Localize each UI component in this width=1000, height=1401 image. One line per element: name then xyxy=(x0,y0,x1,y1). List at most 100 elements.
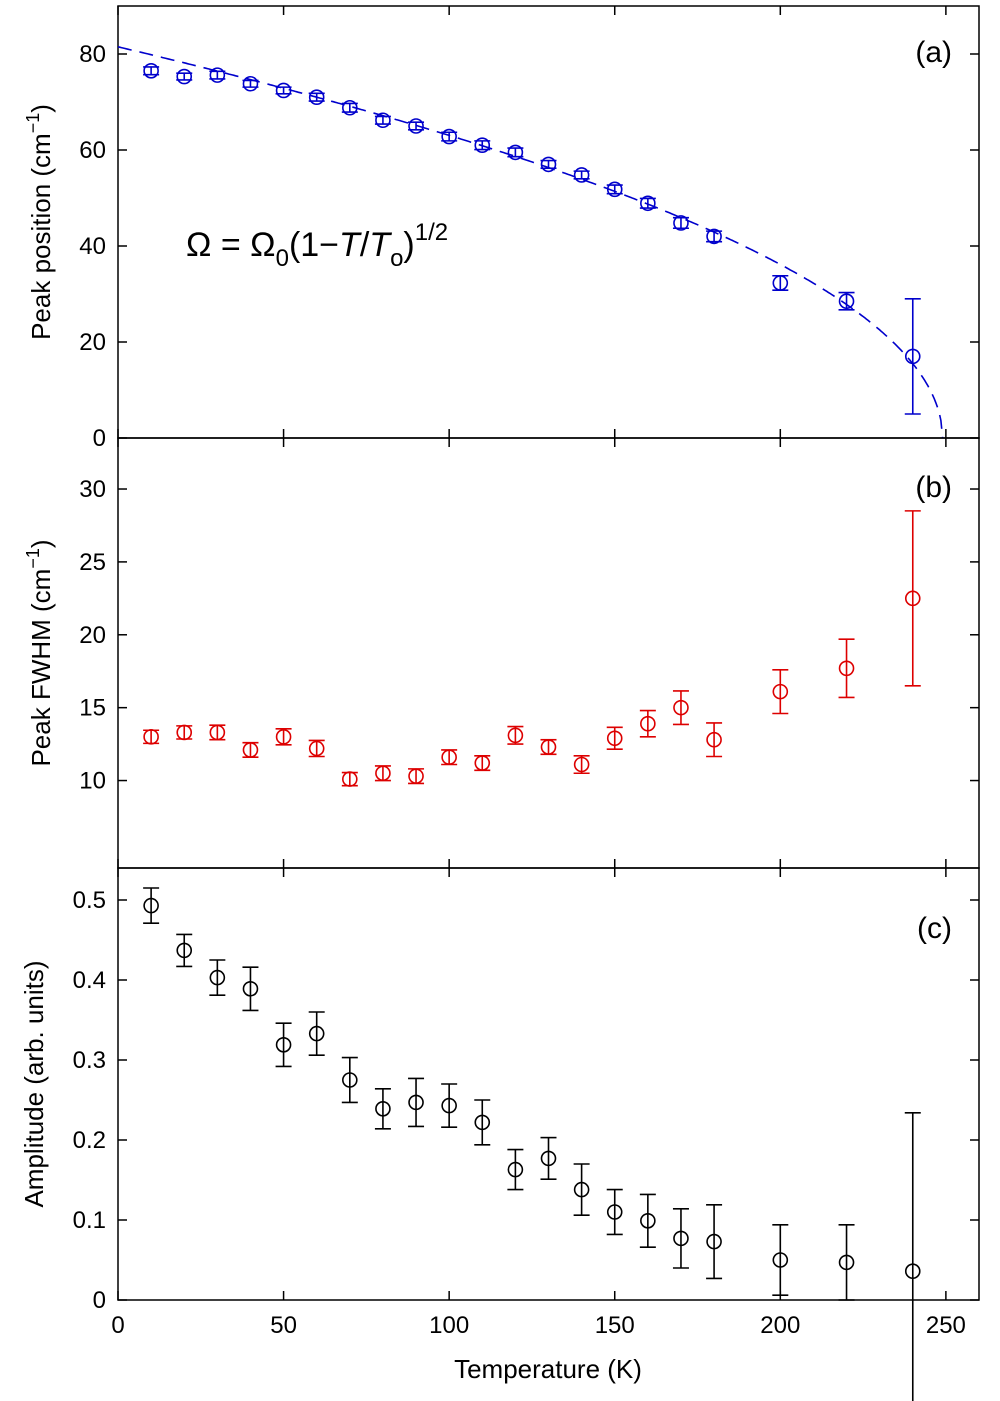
panel-b-ylabel-close: ) xyxy=(26,539,56,548)
data-point xyxy=(838,1254,855,1271)
y-tick-label: 60 xyxy=(79,137,106,164)
eq-equals: = xyxy=(211,226,250,264)
data-point xyxy=(606,181,623,198)
data-point xyxy=(242,75,259,92)
panel-b-label: (b) xyxy=(915,471,952,504)
y-tick-label: 20 xyxy=(79,329,106,356)
data-point xyxy=(375,1101,391,1117)
y-tick-label: 0.2 xyxy=(73,1127,106,1154)
panel-b-ylabel-main: Peak FWHM (cm xyxy=(26,569,56,767)
panel-c-plot: 0 0.1 0.2 0.3 0.4 0.5 0 50 100 150 200 250 xyxy=(73,868,979,1401)
x-tick-label: 250 xyxy=(926,1312,966,1339)
y-tick-label: 0 xyxy=(93,425,106,452)
data-point xyxy=(507,144,524,161)
data-point xyxy=(342,771,358,787)
data-point xyxy=(904,1263,921,1279)
data-point xyxy=(772,275,789,291)
data-point xyxy=(176,68,193,85)
data-point xyxy=(441,128,457,145)
data-point xyxy=(706,228,722,245)
data-point xyxy=(904,348,921,365)
panel-c-ylabel: Amplitude (arb. units) xyxy=(19,960,49,1207)
x-tick-label: 200 xyxy=(760,1312,800,1339)
data-point xyxy=(209,969,226,986)
data-point xyxy=(606,730,623,747)
y-tick-label: 0.1 xyxy=(73,1207,106,1234)
data-point xyxy=(706,731,722,748)
panel-c-label: (c) xyxy=(917,912,952,945)
data-point xyxy=(540,156,557,173)
panel-c-frame xyxy=(117,867,980,1301)
x-tick-label: 150 xyxy=(595,1312,635,1339)
data-point xyxy=(242,980,259,997)
data-point xyxy=(242,742,259,758)
x-tick-label: 50 xyxy=(270,1312,297,1339)
panel-a-label: (a) xyxy=(915,36,952,69)
y-tick-label: 30 xyxy=(79,476,106,503)
x-tick-label: 0 xyxy=(111,1312,124,1339)
data-point xyxy=(275,729,292,745)
eq-open: (1− xyxy=(289,226,339,264)
data-point xyxy=(176,942,193,959)
data-point xyxy=(209,67,226,83)
eq-exp: 1/2 xyxy=(415,219,448,246)
data-point xyxy=(209,724,226,741)
panel-b-ylabel: Peak FWHM (cm−1) xyxy=(23,539,56,766)
eq-T: T xyxy=(339,226,362,264)
data-point xyxy=(375,765,391,782)
data-point xyxy=(408,768,424,784)
panel-c: 0 0.1 0.2 0.3 0.4 0.5 0 50 100 150 200 250 (c) Ampl… xyxy=(19,867,980,1401)
y-tick-label: 0.3 xyxy=(73,1047,106,1074)
x-tick-label: 100 xyxy=(429,1312,469,1339)
data-point xyxy=(474,1114,491,1131)
eq-omega0: Ω xyxy=(250,226,275,264)
data-point xyxy=(308,1025,325,1042)
data-point xyxy=(673,215,689,231)
data-point xyxy=(772,683,789,700)
panel-a-ylabel-sup: −1 xyxy=(23,113,43,134)
y-tick-label: 20 xyxy=(79,622,106,649)
eq-To: T xyxy=(369,226,392,264)
eq-sub0: 0 xyxy=(276,245,289,272)
panel-a-ylabel: Peak position (cm−1) xyxy=(23,104,56,340)
data-point xyxy=(375,112,391,129)
eq-omega: Ω xyxy=(186,226,211,264)
data-point xyxy=(673,699,689,716)
panel-a: 0 20 40 60 80 (a) Peak position (cm−1) Ω = Ω… xyxy=(23,5,980,452)
data-point xyxy=(507,1161,524,1178)
data-point xyxy=(474,137,491,153)
data-point xyxy=(838,660,855,677)
data-point xyxy=(904,590,921,607)
panel-b: 10 15 20 25 30 (b) Peak FWHM (cm−1) xyxy=(23,437,980,869)
panel-b-frame xyxy=(117,437,980,869)
y-tick-label: 0.5 xyxy=(73,887,106,914)
panel-a-ylabel-main: Peak position (cm xyxy=(26,133,56,340)
data-point xyxy=(507,727,524,744)
panel-a-frame xyxy=(117,5,980,439)
data-point xyxy=(308,740,325,757)
y-tick-label: 10 xyxy=(79,768,106,795)
panel-b-ylabel-sup: −1 xyxy=(23,548,43,569)
data-point xyxy=(176,724,193,741)
data-point xyxy=(772,1252,789,1268)
eq-close: ) xyxy=(403,226,414,264)
y-tick-label: 15 xyxy=(79,695,106,722)
data-point xyxy=(275,1037,292,1053)
data-point xyxy=(408,118,424,134)
data-point xyxy=(308,89,325,105)
data-point xyxy=(838,293,855,310)
data-point xyxy=(706,1233,722,1250)
data-point xyxy=(143,729,159,745)
data-point xyxy=(342,1072,358,1088)
data-point xyxy=(275,82,292,99)
y-tick-label: 80 xyxy=(79,41,106,68)
data-point xyxy=(606,1204,623,1220)
eq-slash: / xyxy=(360,226,370,264)
panel-b-plot: 10 15 20 25 30 xyxy=(79,438,979,868)
data-point xyxy=(573,167,590,183)
x-axis-title: Temperature (K) xyxy=(454,1354,642,1384)
data-point xyxy=(408,1094,424,1111)
data-point xyxy=(441,1097,457,1114)
panel-a-plot: 0 20 40 60 80 xyxy=(79,6,979,452)
